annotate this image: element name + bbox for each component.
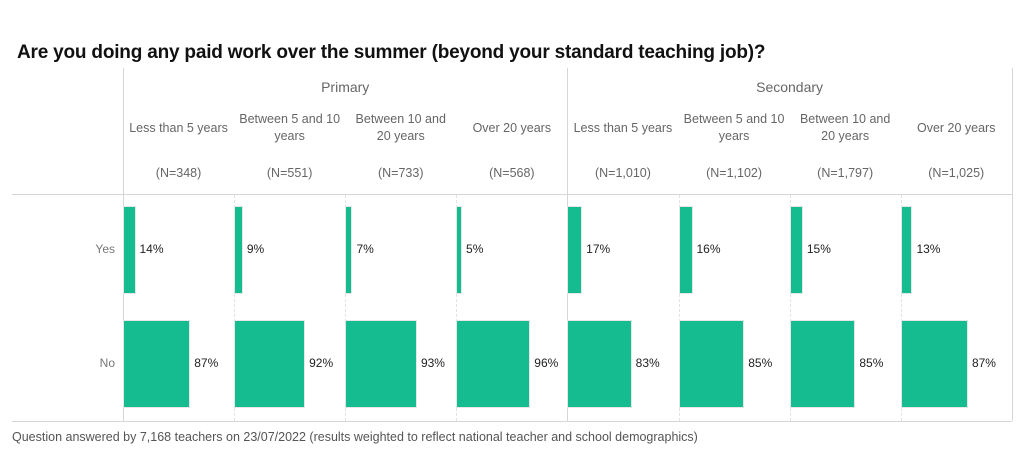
value-label-yes: 15% bbox=[806, 242, 831, 256]
column-gridline bbox=[345, 195, 347, 421]
bar-yes bbox=[790, 207, 802, 293]
row-label-yes: Yes bbox=[95, 242, 115, 256]
column-label: Less than 5 years bbox=[129, 120, 228, 135]
bar-yes bbox=[457, 207, 462, 293]
bar-no bbox=[568, 321, 631, 407]
column-gridline bbox=[789, 195, 791, 421]
value-label-no: 83% bbox=[635, 356, 660, 370]
bar-no bbox=[901, 321, 967, 407]
value-label-yes: 9% bbox=[246, 242, 265, 256]
header-divider bbox=[12, 194, 1012, 195]
value-label-no: 87% bbox=[194, 356, 219, 370]
column-gridline bbox=[900, 195, 902, 421]
column-label: Between 10 and 20 years bbox=[799, 112, 891, 143]
bar-yes bbox=[679, 207, 692, 293]
bar-yes bbox=[568, 207, 582, 293]
group-separator bbox=[567, 68, 569, 421]
bar-no bbox=[346, 321, 416, 407]
bar-yes bbox=[901, 207, 912, 293]
column-sample-size: (N=568) bbox=[489, 166, 535, 180]
column-gridline bbox=[678, 195, 680, 421]
column-label: Between 5 and 10 years bbox=[239, 112, 341, 143]
value-label-yes: 16% bbox=[696, 242, 721, 256]
bar-no bbox=[679, 321, 744, 407]
group-label-secondary: Secondary bbox=[756, 79, 824, 95]
value-label-yes: 7% bbox=[356, 242, 374, 256]
bar-no bbox=[235, 321, 305, 407]
value-label-no: 93% bbox=[420, 356, 445, 370]
chart-title: Are you doing any paid work over the sum… bbox=[17, 42, 766, 63]
column-sample-size: (N=1,797) bbox=[817, 166, 874, 180]
bar-no bbox=[457, 321, 530, 407]
bar-yes bbox=[124, 207, 135, 293]
value-label-no: 85% bbox=[748, 356, 773, 370]
bar-no bbox=[124, 321, 190, 407]
column-gridline bbox=[456, 195, 458, 421]
column-label: Over 20 years bbox=[472, 120, 552, 135]
column-sample-size: (N=551) bbox=[266, 166, 313, 180]
footnote: Question answered by 7,168 teachers on 2… bbox=[12, 430, 698, 444]
column-label: Over 20 years bbox=[916, 120, 996, 135]
column-sample-size: (N=1,010) bbox=[594, 166, 651, 180]
column-label: Between 10 and 20 years bbox=[355, 112, 446, 143]
left-border bbox=[123, 68, 124, 421]
column-sample-size: (N=733) bbox=[377, 166, 424, 180]
value-label-no: 85% bbox=[859, 356, 884, 370]
value-label-yes: 14% bbox=[139, 242, 164, 256]
column-sample-size: (N=348) bbox=[155, 166, 202, 180]
column-gridline bbox=[234, 195, 236, 421]
bottom-border bbox=[12, 421, 1012, 422]
value-label-yes: 13% bbox=[916, 242, 941, 256]
bar-no bbox=[790, 321, 855, 407]
column-sample-size: (N=1,102) bbox=[706, 166, 763, 180]
row-label-no: No bbox=[99, 356, 115, 370]
right-border bbox=[1011, 68, 1013, 421]
column-label: Less than 5 years bbox=[573, 120, 673, 135]
value-label-yes: 17% bbox=[586, 242, 611, 256]
value-label-yes: 5% bbox=[466, 242, 484, 256]
value-label-no: 96% bbox=[534, 356, 559, 370]
column-sample-size: (N=1,025) bbox=[928, 166, 985, 180]
group-label-primary: Primary bbox=[321, 79, 370, 95]
value-label-no: 92% bbox=[309, 356, 334, 370]
value-label-no: 87% bbox=[971, 356, 996, 370]
column-label: Between 5 and 10 years bbox=[683, 112, 785, 143]
bar-yes bbox=[346, 207, 352, 293]
bar-yes bbox=[235, 207, 242, 293]
